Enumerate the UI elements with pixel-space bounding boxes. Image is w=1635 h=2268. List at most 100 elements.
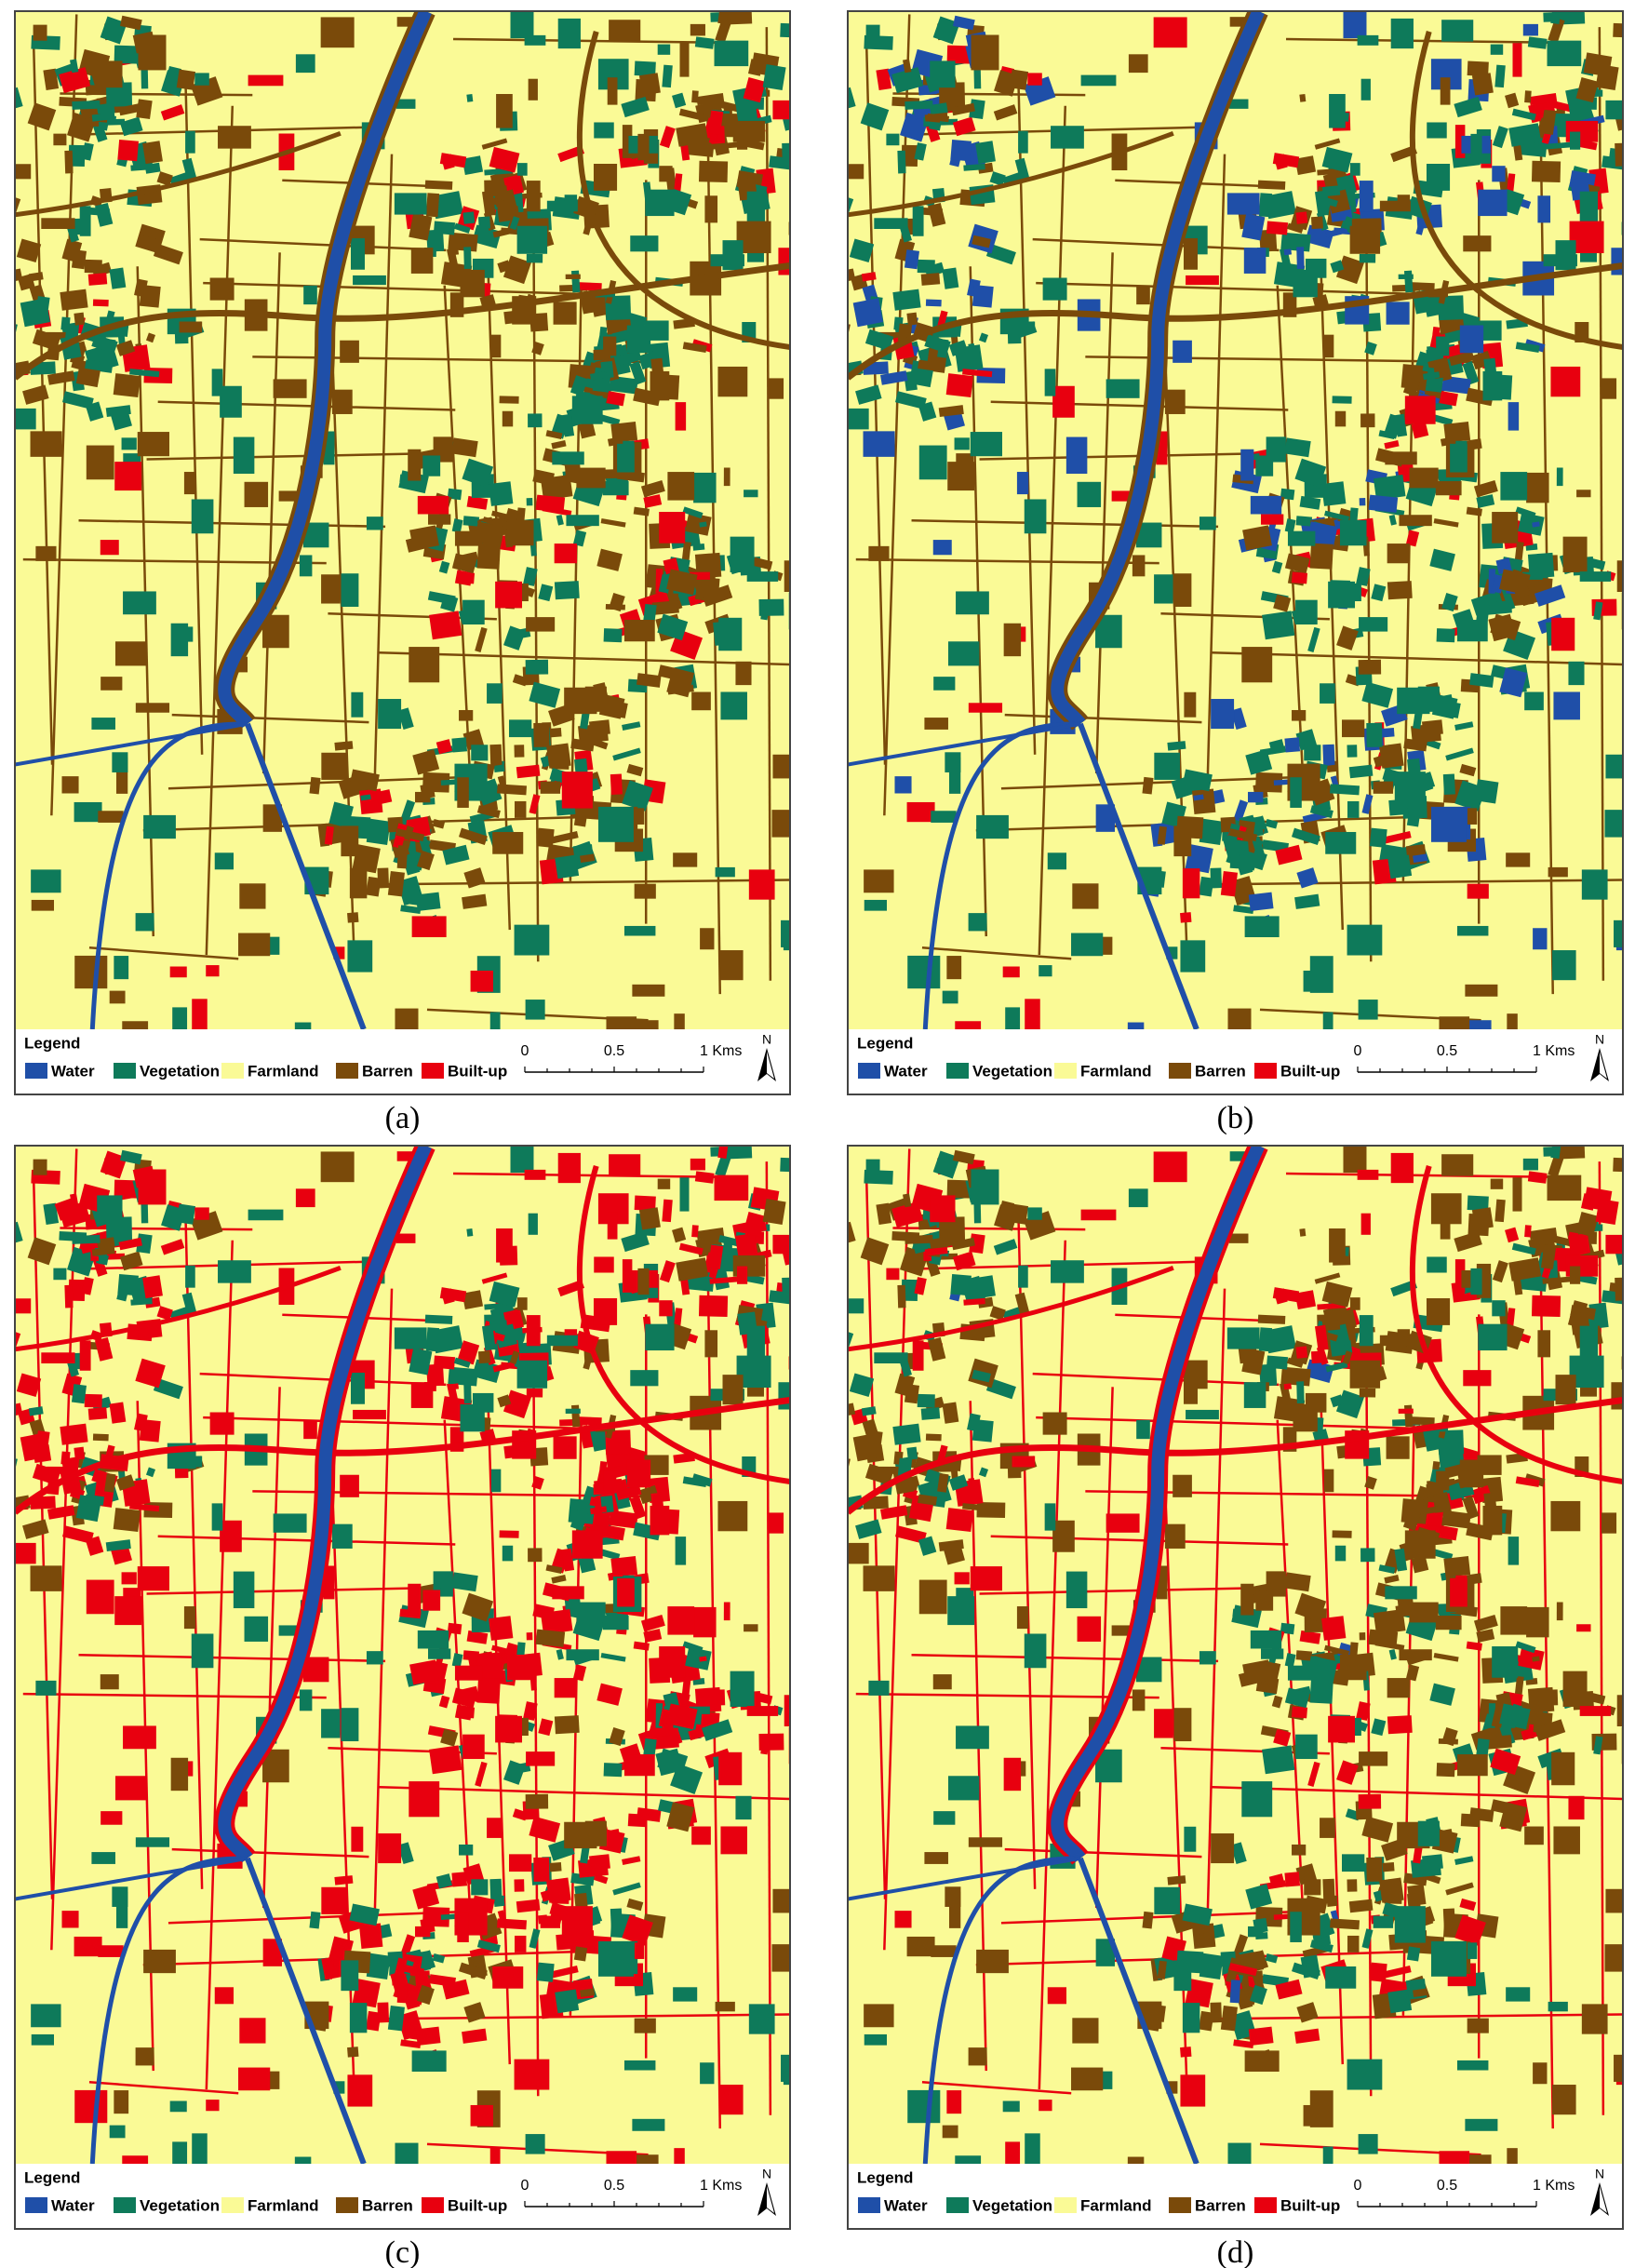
land-patch xyxy=(1409,282,1435,291)
land-patch xyxy=(1387,854,1413,879)
field-patch xyxy=(1467,1942,1478,1959)
land-patch xyxy=(1494,64,1506,88)
field-patch xyxy=(704,195,718,223)
land-patch xyxy=(409,1348,433,1376)
land-patch xyxy=(1413,1844,1423,1864)
land-patch xyxy=(1322,744,1335,767)
land-patch xyxy=(540,474,573,501)
caption: (d) xyxy=(1217,2235,1254,2268)
land-patch xyxy=(551,1574,567,1584)
field-patch xyxy=(487,1818,503,1838)
land-patch xyxy=(621,96,650,118)
land-patch xyxy=(1180,2047,1192,2058)
legend-label: Barren xyxy=(362,2196,413,2214)
legend-swatch xyxy=(946,1063,969,1079)
land-patch xyxy=(1248,892,1274,912)
land-patch xyxy=(1550,11,1563,24)
legend-label: Built-up xyxy=(1280,1062,1340,1080)
field-patch xyxy=(746,1706,779,1716)
road xyxy=(15,1265,342,1352)
land-patch xyxy=(400,905,422,915)
field-patch xyxy=(715,866,735,878)
land-patch xyxy=(1299,1630,1321,1644)
land-patch xyxy=(1257,1314,1286,1324)
field-patch xyxy=(650,1505,670,1536)
field-patch xyxy=(1387,544,1411,564)
land-patch xyxy=(64,1284,74,1308)
land-patch xyxy=(1454,780,1486,812)
land-patch xyxy=(447,488,462,501)
land-patch xyxy=(1467,1195,1489,1212)
field-patch xyxy=(1358,1000,1378,1020)
field-patch xyxy=(906,801,935,823)
land-patch xyxy=(347,912,359,923)
field-patch xyxy=(571,396,603,424)
field-line xyxy=(32,1172,54,1899)
field-patch xyxy=(278,490,302,502)
field-patch xyxy=(100,540,119,556)
land-patch xyxy=(489,146,520,173)
land-patch xyxy=(906,1446,918,1460)
map xyxy=(848,1146,1623,2164)
field-patch xyxy=(946,2090,962,2114)
land-patch xyxy=(1332,396,1352,404)
land-patch xyxy=(94,202,114,227)
field-patch xyxy=(906,1936,935,1957)
land-patch xyxy=(918,1536,937,1556)
field-patch xyxy=(515,800,527,818)
field-patch xyxy=(1211,699,1235,730)
field-patch xyxy=(1604,810,1623,838)
land-patch xyxy=(81,142,94,161)
field-line xyxy=(205,1240,235,2090)
field-patch xyxy=(395,2142,419,2164)
field-patch xyxy=(623,925,656,936)
field-patch xyxy=(1456,2060,1489,2071)
land-patch xyxy=(682,342,707,353)
land-patch xyxy=(892,1423,921,1445)
land-patch xyxy=(1142,1911,1154,1929)
land-patch xyxy=(638,1207,661,1230)
land-patch xyxy=(477,1350,490,1364)
land-patch xyxy=(546,1877,571,1903)
field-patch xyxy=(31,899,55,911)
land-patch xyxy=(1314,190,1329,217)
land-patch xyxy=(1307,626,1320,652)
field-patch xyxy=(273,1513,307,1533)
field-patch xyxy=(1359,1751,1388,1766)
land-patch xyxy=(925,299,942,307)
field-patch xyxy=(594,122,614,139)
field-patch xyxy=(395,1233,416,1243)
field-patch xyxy=(1287,530,1316,546)
legend-label: Water xyxy=(884,1062,928,1080)
field-patch xyxy=(771,1944,790,1972)
land-patch xyxy=(672,92,687,109)
field-patch xyxy=(321,752,347,780)
field-patch xyxy=(679,1177,690,1212)
panel-frame xyxy=(14,1145,791,2230)
field-patch xyxy=(1343,1146,1367,1174)
land-patch xyxy=(1529,93,1558,106)
land-patch xyxy=(1193,794,1204,801)
field-patch xyxy=(218,1260,251,1283)
field-patch xyxy=(172,2141,188,2164)
field-patch xyxy=(907,955,941,989)
land-patch xyxy=(1359,498,1366,506)
land-patch xyxy=(516,764,541,779)
land-patch xyxy=(1245,749,1273,775)
land-patch xyxy=(1299,94,1307,102)
land-patch xyxy=(139,1419,161,1443)
field-patch xyxy=(1047,1987,1067,2005)
land-patch xyxy=(1258,193,1273,218)
land-patch xyxy=(950,140,972,162)
field-patch xyxy=(1492,1646,1519,1678)
land-patch xyxy=(59,67,91,94)
land-patch xyxy=(440,154,455,170)
field-line xyxy=(1017,86,1037,755)
field-patch xyxy=(41,1352,75,1363)
field-line xyxy=(1032,1372,1280,1387)
land-patch xyxy=(1199,1953,1224,1979)
field-patch xyxy=(693,1606,717,1638)
field-patch xyxy=(1439,2151,1470,2164)
land-patch xyxy=(490,510,517,522)
land-patch xyxy=(1551,1234,1572,1247)
